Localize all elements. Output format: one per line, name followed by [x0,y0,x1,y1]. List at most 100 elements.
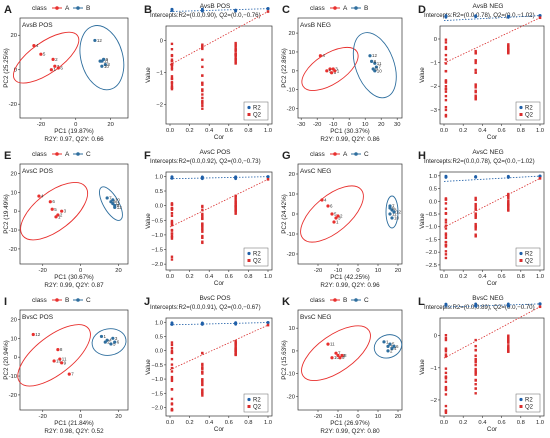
q2-point [444,45,448,49]
sample-point [50,207,54,211]
y-axis-label: Value [419,67,426,83]
plot-frame [297,17,403,119]
sample-point [328,67,332,71]
sample-point [52,359,56,363]
legend-group-label: A [65,151,70,158]
model-stats: R2Y: 0.97, Q2Y: 0.66 [44,136,104,143]
sample-label: 4 [41,194,44,199]
q2-point [444,410,448,413]
legend-q2-label: Q2 [253,113,262,119]
r2-point [234,177,238,181]
legend-swatch-dot [55,152,59,156]
q2-point [170,208,174,211]
q2-point [170,232,174,235]
plot-frame [439,317,545,417]
y-tick-label: 0.0 [429,199,437,205]
r2-point [200,9,204,13]
legend-swatch-dot [55,298,59,302]
sample-point [325,69,329,73]
legend-swatch-dot [333,298,337,302]
q2-point [444,404,448,408]
x-tick-label: 0.2 [459,274,467,280]
q2-point [234,204,237,208]
panel-title: BvsC POS [22,314,54,321]
sample-label: 10 [104,64,110,69]
q2-point [201,107,204,110]
r2-point [200,322,204,326]
sample-point [320,198,324,202]
legend-r2-swatch [519,105,523,110]
panel-title: AvsC NEG [472,149,503,156]
sample-label: 4 [394,346,397,351]
sample-point [102,57,106,61]
q2-point [507,51,510,55]
sample-point [326,204,330,208]
y-axis-label: Value [419,213,426,229]
y-tick-label: 10 [11,190,17,196]
panel-letter: L [418,296,425,308]
q2-point [474,338,477,342]
x-tick-label: 0.2 [186,274,194,280]
sample-point [390,216,394,220]
q2-point [538,16,542,20]
q2-point [234,56,237,59]
plot-frame [19,17,129,119]
sample-label: 10 [377,68,383,73]
y-tick-label: 1.0 [155,174,163,180]
q2-point [444,371,448,375]
q2-point [444,393,448,396]
plot-frame [439,25,545,125]
q2-point [444,90,448,93]
legend-q2-swatch [519,405,523,408]
q2-point [170,341,174,344]
q2-point [201,89,204,93]
x-tick-label: -10 [334,414,342,420]
q2-point [170,255,174,258]
y-tick-label: 10 [289,50,295,56]
y-tick-label: −1.0 [426,225,437,231]
y-tick-label: −1.5 [426,237,437,243]
q2-point [444,387,448,390]
sample-label: 5 [54,207,57,212]
sample-label: 5 [43,52,46,57]
q2-point [170,86,174,89]
q2-point [234,198,237,201]
q2-point [474,83,477,86]
q2-point [444,367,448,370]
q2-point [474,95,477,98]
sample-label: 2 [390,348,393,353]
sample-point [113,340,117,344]
q2-point [444,411,448,414]
confidence-ellipse [99,186,123,221]
q2-point [170,258,174,261]
q2-point [170,397,174,401]
q2-point [507,195,510,199]
y-tick-label: −2 [430,84,437,90]
y-tick-label: 20 [289,31,295,37]
r2-point [538,302,542,306]
sample-label: 8 [113,199,116,204]
sample-point [334,216,338,220]
q2-point [474,204,477,207]
r2-regression-line [169,322,269,326]
sample-point [60,361,64,365]
legend-q2-swatch [247,405,251,408]
r2-regression-line [443,15,541,21]
legend-swatch-dot [76,6,80,10]
y-tick-label: −2.0 [152,262,163,268]
sample-point [371,67,375,71]
x-tick-label: 30 [394,122,400,128]
x-tick-label: -10 [334,268,342,274]
y-tick-label: -20 [9,393,17,399]
q2-point [538,305,542,309]
sample-label: 8 [394,208,397,213]
q2-point [266,178,270,181]
sample-point [368,54,372,58]
q2-point [234,344,237,348]
confidence-ellipse [373,334,403,359]
q2-point [474,383,477,386]
q2-point [234,194,237,198]
legend-r2-label: R2 [525,398,533,404]
